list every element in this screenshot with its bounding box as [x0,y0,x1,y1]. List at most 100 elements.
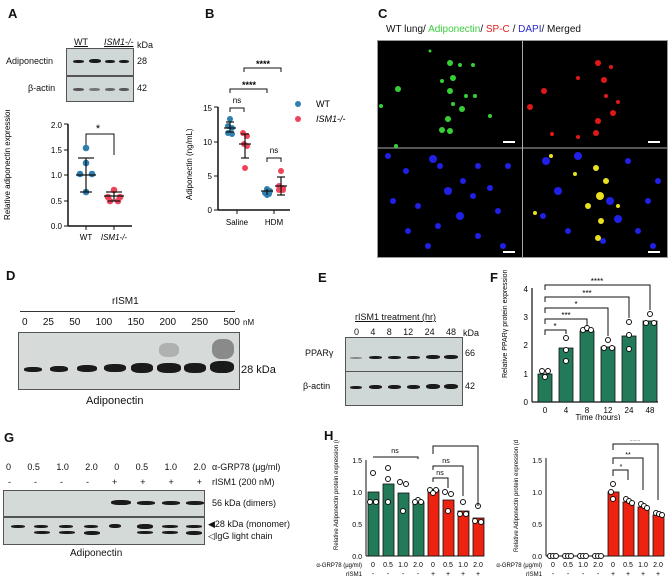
svg-text:+: + [461,571,465,578]
svg-text:*: * [620,464,623,471]
panel-label-f: F [490,270,498,285]
panel-c-title: WT lung/ Adiponectin/ SP-C / DAPI/ Merge… [386,24,581,35]
svg-text:0.5: 0.5 [383,562,393,569]
svg-text:0.5: 0.5 [352,522,362,529]
blot-e-row-ppar: PPARγ [305,348,334,358]
svg-text:+: + [641,571,645,578]
blot-a-kda-28: 28 [137,56,148,66]
svg-text:1.5: 1.5 [51,146,63,155]
svg-text:Relative PPARγ protein express: Relative PPARγ protein expression [502,269,509,378]
blot-a-row-adiponectin: Adiponectin [6,56,54,66]
svg-text:****: **** [242,80,257,90]
panel-label-h: H [324,428,334,443]
blot-e-ppar [345,337,463,372]
svg-text:ns: ns [233,96,241,105]
blot-d-unit: nM [243,318,255,327]
svg-text:*: * [574,300,577,309]
svg-text:HDM: HDM [265,218,284,227]
blot-g-monomer [3,517,205,545]
panel-label-c: C [378,6,388,21]
svg-text:0.5: 0.5 [623,562,633,569]
chart-f-bar: Relative PPARγ protein expression 01234 … [502,269,658,420]
svg-text:0.0: 0.0 [51,222,63,231]
blot-d-header: rISM1 [112,296,139,307]
svg-text:3: 3 [524,313,529,322]
svg-text:Relative Adiponectin protein e: Relative Adiponectin protein expression … [514,440,520,552]
svg-text:-: - [597,571,600,578]
svg-text:-: - [372,571,375,578]
blot-a-kda-42: 42 [137,83,148,93]
svg-text:***: *** [582,289,591,298]
svg-text:+: + [611,571,615,578]
panel-label-d: D [6,268,16,283]
svg-text:1.0: 1.0 [532,490,542,497]
svg-text:-: - [582,571,585,578]
svg-text:Time (hours): Time (hours) [575,413,620,420]
blot-a-adiponectin [66,48,134,76]
blot-d-lanes: 0 25 50 100 150 200 250 500 [22,317,240,328]
svg-text:15: 15 [203,104,212,113]
blot-g-dimer-label: 56 kDa (dimers) [212,498,277,508]
svg-text:ns: ns [436,470,444,477]
blot-a-row-actin: β-actin [28,83,56,93]
svg-text:Relative Adiponectin protein e: Relative Adiponectin protein expression … [334,440,340,550]
svg-text:5: 5 [208,172,213,181]
blot-g-caption: Adiponectin [70,548,123,559]
svg-text:ns: ns [270,146,278,155]
chart-a-ylabel: Relative adiponectin expression [3,110,12,220]
blot-e-kda-66: 66 [465,348,476,358]
svg-text:1.5: 1.5 [352,458,362,465]
blot-g-dimers [3,490,205,517]
svg-text:0: 0 [524,398,529,407]
svg-text:0.0: 0.0 [532,554,542,561]
chart-h-left-bar: Relative Adiponectin protein expression … [316,440,485,578]
blot-e-header: rISM1 treatment (hr) [355,312,437,322]
svg-text:0: 0 [371,562,375,569]
panel-label-g: G [4,430,15,445]
svg-text:0.5: 0.5 [563,562,573,569]
svg-text:2.0: 2.0 [51,121,63,130]
svg-text:0.5: 0.5 [532,522,542,529]
svg-text:-: - [402,571,405,578]
blot-a-group-ism1: ISM1-/- [104,37,134,47]
svg-text:1.0: 1.0 [398,562,408,569]
svg-text:48: 48 [646,406,655,415]
blot-g-igg-label: ◁IgG light chain [208,531,273,541]
panel-label-e: E [318,270,327,285]
chart-h-right-bar: Relative Adiponectin protein expression … [496,440,665,578]
svg-text:0: 0 [543,406,548,415]
panel-label-a: A [8,6,18,21]
svg-text:+: + [656,571,660,578]
svg-text:α-GRP78 (μg/ml): α-GRP78 (μg/ml) [496,563,542,569]
svg-text:****: **** [630,440,641,445]
svg-text:α-GRP78 (μg/ml): α-GRP78 (μg/ml) [316,563,362,569]
svg-text:4: 4 [524,285,529,294]
svg-text:ns: ns [442,458,450,465]
blot-g-rism-label: rISM1 (200 nM) [212,477,275,487]
svg-text:0: 0 [431,562,435,569]
svg-text:2.0: 2.0 [413,562,423,569]
blot-a-kda-header: kDa [137,40,154,50]
svg-text:+: + [431,571,435,578]
blot-g-monomer-label: ◀28 kDa (monomer) [208,519,290,529]
svg-text:1.0: 1.0 [458,562,468,569]
svg-text:+: + [476,571,480,578]
svg-text:0: 0 [208,206,213,215]
svg-text:*: * [453,440,457,446]
legend-wt: WT [316,99,330,109]
blot-g-rism-lanes: - - - - + + + + [8,477,202,487]
svg-text:**: ** [625,452,631,459]
svg-text:rISM1: rISM1 [526,572,543,578]
blot-d [18,332,240,390]
micrograph-grid [377,40,668,258]
micrograph-image [378,41,667,257]
svg-text:0.0: 0.0 [352,554,362,561]
svg-text:1.0: 1.0 [638,562,648,569]
blot-g-grp-lanes: 0 0.5 1.0 2.0 0 0.5 1.0 2.0 [6,462,206,472]
svg-text:0: 0 [551,562,555,569]
svg-text:2: 2 [524,341,529,350]
svg-text:ns: ns [391,448,399,455]
svg-text:1.0: 1.0 [51,171,63,180]
svg-text:8: 8 [585,406,590,415]
blot-a-group-wt: WT [74,37,88,47]
